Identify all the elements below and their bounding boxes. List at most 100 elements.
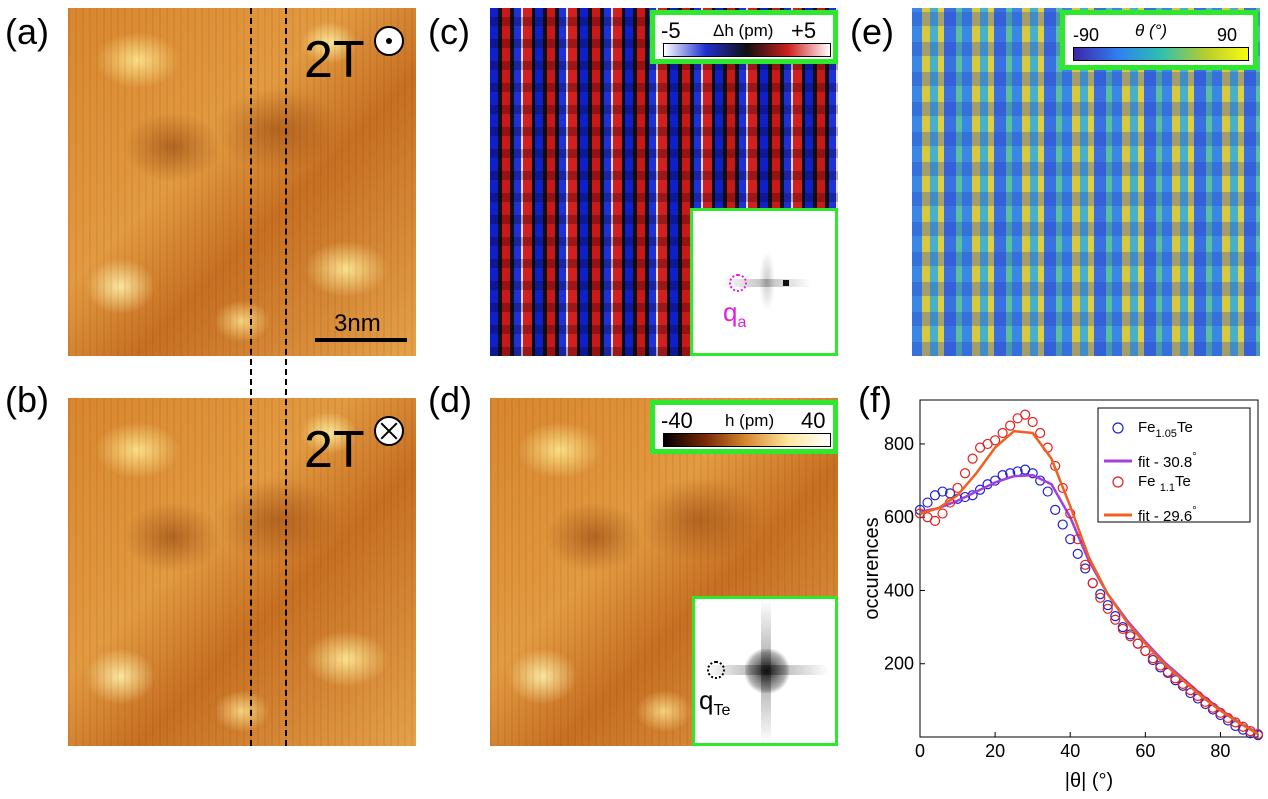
panel-label-a: (a) bbox=[5, 11, 49, 52]
series-layer bbox=[914, 409, 1264, 741]
lattice-texture bbox=[68, 398, 416, 746]
data-point-2 bbox=[1035, 427, 1046, 439]
legend-marker bbox=[1112, 422, 1124, 434]
data-point-2 bbox=[959, 468, 971, 479]
plot-frame bbox=[919, 399, 1259, 738]
x-tick-label: 0 bbox=[915, 741, 925, 761]
fit-line-3 bbox=[919, 429, 1259, 736]
data-point-2 bbox=[997, 427, 1008, 439]
data-point-0 bbox=[1027, 468, 1038, 479]
data-point-2 bbox=[1005, 420, 1016, 431]
x-tick-label: 20 bbox=[985, 741, 1005, 761]
data-point-2 bbox=[1140, 645, 1151, 657]
x-tick-label: 60 bbox=[1135, 741, 1155, 761]
y-axis-label: occurences bbox=[861, 517, 883, 619]
data-point-0 bbox=[1050, 504, 1061, 515]
data-point-2 bbox=[952, 482, 963, 494]
legend-label: fit - 29.6° bbox=[1138, 505, 1197, 525]
legend-label: fit - 30.8° bbox=[1138, 451, 1197, 471]
q-te-label: qTe bbox=[699, 685, 731, 720]
y-tick-label: 800 bbox=[884, 434, 914, 454]
data-point-0 bbox=[974, 484, 986, 495]
q-te-marker bbox=[707, 661, 725, 679]
y-tick-label: 600 bbox=[884, 507, 914, 527]
data-point-2 bbox=[967, 453, 978, 464]
guide-line-left bbox=[250, 8, 252, 746]
fit-line-1 bbox=[919, 473, 1259, 735]
x-axis-ticks: 0 20 40 60 80 bbox=[915, 732, 1230, 761]
data-point-0 bbox=[1057, 519, 1068, 530]
data-point-0 bbox=[1110, 611, 1121, 622]
legend-label: Fe1.05Te bbox=[1138, 419, 1193, 440]
fft-peak bbox=[783, 280, 789, 286]
fft-streak bbox=[721, 279, 811, 287]
data-point-0 bbox=[922, 497, 933, 508]
data-point-0 bbox=[1095, 589, 1106, 600]
scale-bar bbox=[315, 338, 407, 342]
chart-legend: Fe1.05Te fit - 30.8°Fe 1.1Te fit - 29.6° bbox=[1097, 407, 1251, 525]
data-point-0 bbox=[1102, 600, 1113, 611]
data-point-0 bbox=[937, 486, 948, 497]
panel-label-e: (e) bbox=[850, 11, 894, 52]
topography-image-a: 2T 3nm bbox=[68, 8, 416, 356]
x-tick-label: 40 bbox=[1060, 741, 1080, 761]
data-point-2 bbox=[1102, 603, 1113, 614]
colorbar-d-gradient bbox=[663, 433, 831, 447]
colorbar-c-min: -5 bbox=[661, 18, 681, 43]
data-point-0 bbox=[1072, 548, 1083, 559]
colorbar-e-gradient bbox=[1073, 47, 1249, 61]
y-tick-label: 200 bbox=[884, 654, 914, 674]
colorbar-c-title: Δh (pm) bbox=[713, 21, 774, 40]
occurrence-chart: 0 20 40 60 80 200 400 600 800 |θ| (°) occurence… bbox=[861, 399, 1264, 792]
field-label-a: 2T bbox=[304, 31, 365, 89]
colorbar-d-title: h (pm) bbox=[725, 411, 775, 430]
data-point-2 bbox=[1027, 416, 1038, 428]
data-point-0 bbox=[1080, 563, 1091, 574]
data-point-2 bbox=[1117, 623, 1128, 635]
legend-label: Fe 1.1Te bbox=[1138, 473, 1191, 494]
colorbar-c-max: +5 bbox=[791, 18, 817, 43]
colorbar-d: -40 h (pm) 40 bbox=[650, 400, 838, 454]
y-axis-ticks: 200 400 600 800 bbox=[884, 434, 925, 674]
panel-label-d: (d) bbox=[428, 379, 472, 420]
lattice-texture bbox=[68, 8, 416, 356]
topography-image-b: 2T bbox=[68, 398, 416, 746]
field-into-plane-icon bbox=[374, 416, 404, 446]
legend-marker bbox=[1112, 476, 1124, 488]
q-a-marker bbox=[729, 274, 747, 292]
data-point-2 bbox=[1087, 578, 1098, 589]
data-point-2 bbox=[1132, 638, 1143, 649]
x-tick-label: 80 bbox=[1210, 741, 1230, 761]
guide-line-right bbox=[285, 8, 287, 746]
colorbar-d-max: 40 bbox=[801, 408, 826, 433]
data-point-2 bbox=[1110, 614, 1121, 625]
fft-inset-d: qTe bbox=[692, 596, 838, 746]
data-point-0 bbox=[1065, 534, 1076, 545]
colorbar-e-max: 90 bbox=[1217, 25, 1238, 45]
panel-label-b: (b) bbox=[5, 379, 49, 420]
data-point-2 bbox=[929, 515, 941, 526]
data-point-2 bbox=[1125, 631, 1136, 642]
field-label-b: 2T bbox=[304, 421, 365, 479]
colorbar-e-title: θ (°) bbox=[1135, 21, 1168, 40]
colorbar-c: -5 Δh (pm) +5 bbox=[650, 10, 838, 64]
x-axis-label: |θ| (°) bbox=[1065, 770, 1113, 792]
y-tick-label: 400 bbox=[884, 580, 914, 600]
colorbar-e: -90 θ (°) 90 bbox=[1060, 10, 1258, 70]
data-point-0 bbox=[959, 491, 971, 503]
data-point-2 bbox=[1020, 409, 1031, 420]
data-point-2 bbox=[1252, 728, 1264, 740]
fft-center bbox=[745, 649, 789, 693]
fft-inset-c: qa bbox=[690, 208, 838, 356]
data-point-2 bbox=[937, 508, 948, 519]
panel-label-c: (c) bbox=[428, 11, 470, 52]
field-out-of-plane-icon bbox=[374, 26, 404, 56]
data-point-0 bbox=[1042, 486, 1053, 497]
fft-center bbox=[759, 251, 775, 311]
data-point-2 bbox=[1057, 482, 1068, 494]
colorbar-e-min: -90 bbox=[1073, 25, 1100, 45]
scale-bar-label: 3nm bbox=[334, 310, 381, 337]
colorbar-c-gradient bbox=[663, 43, 831, 57]
data-point-2 bbox=[1095, 592, 1106, 603]
colorbar-d-min: -40 bbox=[661, 408, 693, 433]
